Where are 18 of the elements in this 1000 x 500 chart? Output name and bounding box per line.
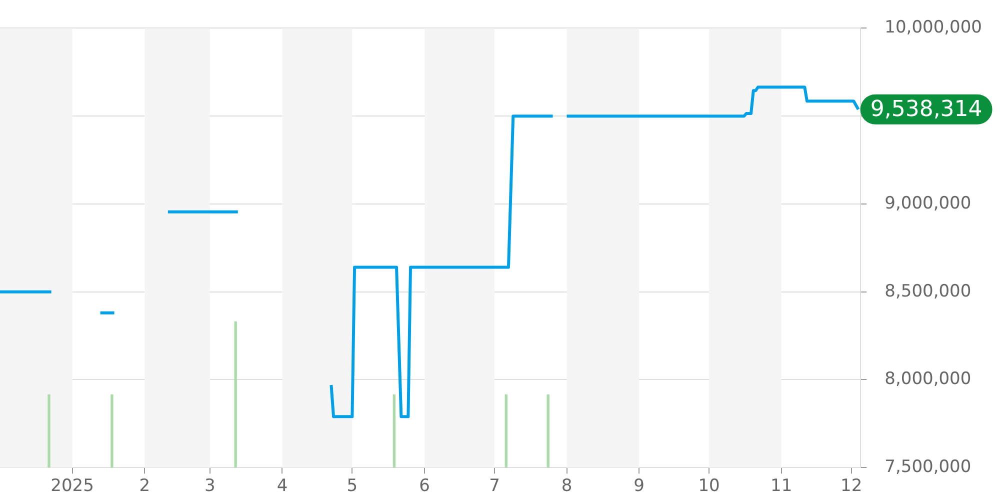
x-tick-label: 2 [139, 476, 150, 496]
y-tick-label: 10,000,000 [884, 18, 982, 38]
y-tick-label: 9,000,000 [884, 193, 972, 214]
x-tick-label: 4 [276, 476, 288, 496]
x-tick-label: 6 [419, 476, 430, 496]
x-tick-label: 7 [489, 476, 500, 496]
x-tick-label: 8 [561, 476, 572, 496]
x-tick-label: 3 [204, 476, 216, 496]
x-tick-label: 11 [770, 476, 792, 496]
x-tick-label: 9 [634, 476, 644, 496]
y-tick-label: 8,000,000 [884, 369, 972, 390]
x-tick-label: 2025 [50, 476, 94, 496]
y-tick-label: 7,500,000 [884, 457, 972, 478]
x-tick-label: 12 [840, 476, 862, 496]
x-tick-label: 10 [698, 476, 720, 496]
annotation: 9,538,314 [870, 97, 982, 122]
y-tick-label: 8,500,000 [884, 281, 972, 302]
x-tick-label: 5 [346, 476, 358, 496]
